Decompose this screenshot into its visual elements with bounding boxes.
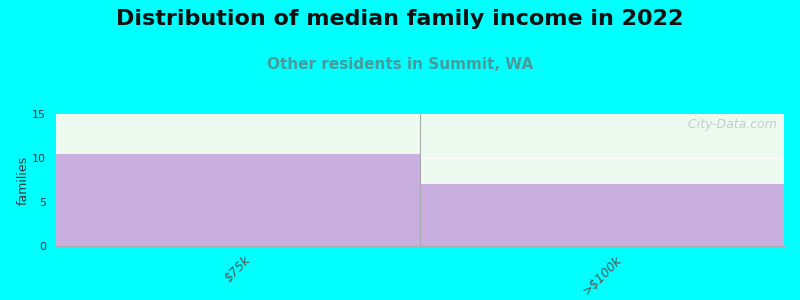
Y-axis label: families: families xyxy=(17,155,30,205)
Text: Other residents in Summit, WA: Other residents in Summit, WA xyxy=(267,57,533,72)
Text: City-Data.com: City-Data.com xyxy=(680,118,777,131)
Bar xyxy=(420,184,784,246)
Text: Distribution of median family income in 2022: Distribution of median family income in … xyxy=(116,9,684,29)
Bar xyxy=(56,154,420,246)
